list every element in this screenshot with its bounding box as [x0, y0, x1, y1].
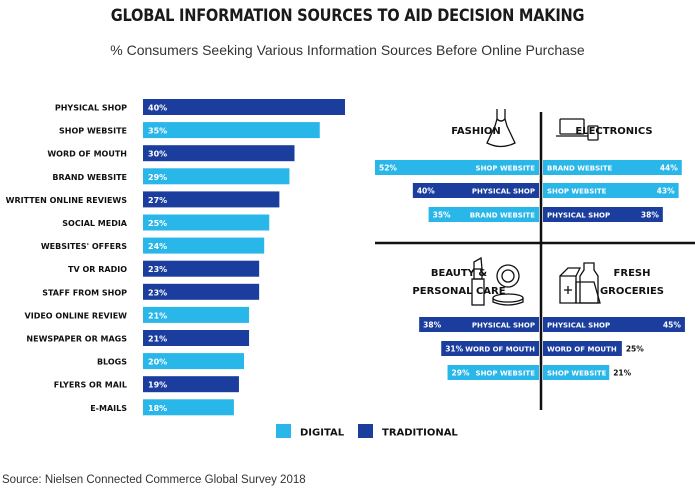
bar: [543, 207, 663, 222]
bar: [143, 399, 234, 416]
bar: [543, 160, 682, 175]
value-label: 25%: [626, 345, 644, 354]
bar: [543, 183, 679, 198]
source-note: Source: Nielsen Connected Commerce Globa…: [2, 474, 306, 486]
bar-category-label: SHOP WEBSITE: [476, 370, 536, 378]
value-label: 27%: [148, 196, 167, 205]
bar: [419, 317, 539, 332]
value-label: 44%: [660, 164, 678, 173]
bar: [143, 330, 250, 346]
category-label: WORD OF MOUTH: [47, 150, 127, 159]
value-label: 45%: [663, 321, 681, 330]
panel-title: ELECTRONICS: [575, 126, 652, 137]
value-label: 24%: [148, 242, 167, 251]
bar-category-label: PHYSICAL SHOP: [547, 212, 610, 220]
value-label: 35%: [148, 127, 167, 136]
legend-label: DIGITAL: [300, 428, 345, 439]
dress-icon: [486, 109, 516, 148]
chart-subtitle: % Consumers Seeking Various Information …: [110, 42, 585, 58]
bar: [143, 122, 320, 139]
category-label: BRAND WEBSITE: [52, 173, 127, 182]
groceries-icon: [559, 262, 601, 304]
value-label: 30%: [148, 150, 167, 159]
bar-category-label: BRAND WEBSITE: [470, 212, 536, 220]
legend-swatch: [358, 424, 373, 438]
value-label: 21%: [148, 335, 167, 344]
bar: [143, 306, 250, 323]
value-label: 38%: [641, 211, 659, 220]
bar: [447, 365, 539, 380]
value-label: 35%: [433, 211, 451, 220]
value-label: 40%: [148, 104, 167, 113]
bar: [143, 283, 260, 300]
bar: [441, 341, 539, 356]
bar-category-label: WORD OF MOUTH: [465, 346, 535, 354]
value-label: 23%: [148, 265, 167, 274]
cosmetics-icon: [471, 256, 524, 306]
category-label: SHOP WEBSITE: [59, 127, 127, 136]
value-label: 23%: [148, 288, 167, 297]
bar-category-label: SHOP WEBSITE: [547, 188, 607, 196]
value-label: 43%: [657, 187, 675, 196]
bar: [143, 168, 290, 185]
chart-title: GLOBAL INFORMATION SOURCES TO AID DECISI…: [110, 6, 585, 26]
category-label: NEWSPAPER OR MAGS: [26, 335, 127, 344]
bar-category-label: BRAND WEBSITE: [547, 165, 613, 173]
category-label: STAFF FROM SHOP: [42, 288, 127, 297]
category-label: FLYERS OR MAIL: [54, 381, 127, 390]
bar: [143, 214, 270, 231]
bar: [143, 260, 260, 277]
category-label: WEBSITES' OFFERS: [41, 242, 127, 251]
value-label: 21%: [148, 311, 167, 320]
category-label: BLOGS: [97, 358, 127, 367]
category-label: SOCIAL MEDIA: [62, 219, 128, 228]
bar-category-label: WORD OF MOUTH: [547, 346, 617, 354]
category-label: WRITTEN ONLINE REVIEWS: [6, 196, 128, 205]
bar: [428, 207, 539, 222]
bar: [375, 160, 539, 175]
category-label: PHYSICAL SHOP: [55, 104, 127, 113]
value-label: 19%: [148, 381, 167, 390]
bar-category-label: PHYSICAL SHOP: [547, 322, 610, 330]
panel-title: FASHION: [451, 126, 501, 137]
bar: [143, 376, 239, 393]
bar-category-label: SHOP WEBSITE: [547, 370, 607, 378]
category-label: TV OR RADIO: [68, 265, 127, 274]
bar: [543, 365, 610, 380]
bar: [143, 191, 280, 208]
value-label: 31%: [445, 345, 463, 354]
value-label: 18%: [148, 404, 167, 413]
bar: [412, 183, 539, 198]
electronics-icon: [556, 118, 599, 141]
value-label: 20%: [148, 358, 167, 367]
category-label: VIDEO ONLINE REVIEW: [25, 311, 128, 320]
panel-title: BEAUTY &: [431, 268, 488, 279]
bar-category-label: PHYSICAL SHOP: [472, 322, 535, 330]
value-label: 29%: [452, 369, 470, 378]
value-label: 40%: [417, 187, 435, 196]
bar: [143, 99, 345, 115]
category-label: E-MAILS: [90, 404, 127, 413]
bar: [143, 145, 295, 162]
value-label: 38%: [423, 321, 441, 330]
bar: [143, 353, 244, 370]
value-label: 21%: [613, 369, 631, 378]
legend-swatch: [276, 424, 291, 438]
panel-title: FRESH: [614, 268, 651, 279]
bar: [543, 341, 622, 356]
value-label: 25%: [148, 219, 167, 228]
bar: [143, 237, 265, 254]
bar-category-label: PHYSICAL SHOP: [472, 188, 535, 196]
panel-title: PERSONAL CARE: [412, 286, 505, 297]
legend-label: TRADITIONAL: [382, 428, 458, 439]
value-label: 52%: [379, 164, 397, 173]
panel-title: GROCERIES: [600, 286, 664, 297]
bar-category-label: SHOP WEBSITE: [476, 165, 536, 173]
value-label: 29%: [148, 173, 167, 182]
bar: [543, 317, 685, 332]
